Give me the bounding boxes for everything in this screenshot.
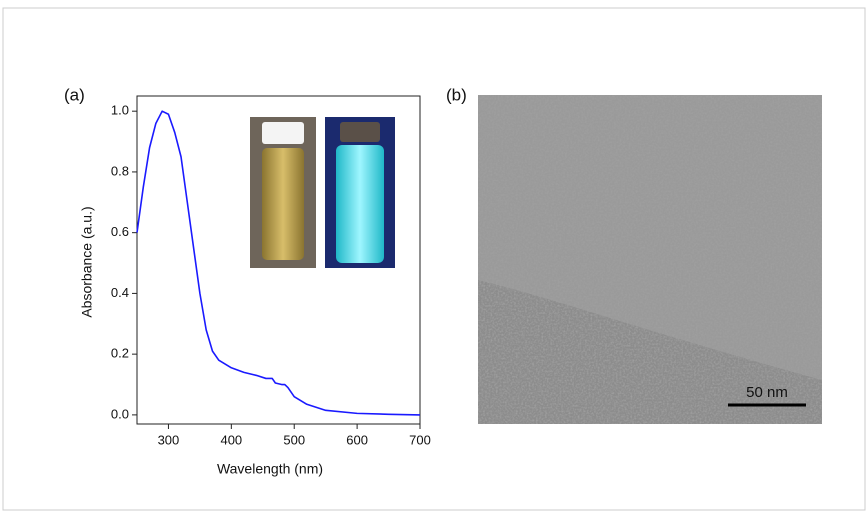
x-tick-label: 500	[283, 432, 305, 447]
x-tick-label: 400	[220, 432, 242, 447]
absorbance-line	[136, 110, 421, 416]
tem-image	[478, 95, 822, 424]
y-tick-label: 0.6	[111, 224, 129, 239]
x-tick-label: 600	[346, 432, 368, 447]
x-axis-title: Wavelength (nm)	[217, 461, 323, 477]
frame	[2, 7, 866, 511]
panel-label: (a)	[64, 85, 85, 104]
y-tick-label: 0.2	[111, 346, 129, 361]
y-tick-label: 0.4	[111, 285, 129, 300]
y-tick-label: 1.0	[111, 103, 129, 118]
x-tick-label: 700	[409, 432, 431, 447]
scale-bar-label: 50 nm	[746, 384, 788, 401]
inset-photos	[250, 117, 395, 268]
y-axis-title: Absorbance (a.u.)	[79, 206, 95, 317]
plot-frame	[136, 95, 421, 425]
x-tick-label: 300	[158, 432, 180, 447]
panel-label: (b)	[446, 85, 467, 104]
y-tick-label: 0.8	[111, 163, 129, 178]
y-tick-label: 0.0	[111, 406, 129, 421]
